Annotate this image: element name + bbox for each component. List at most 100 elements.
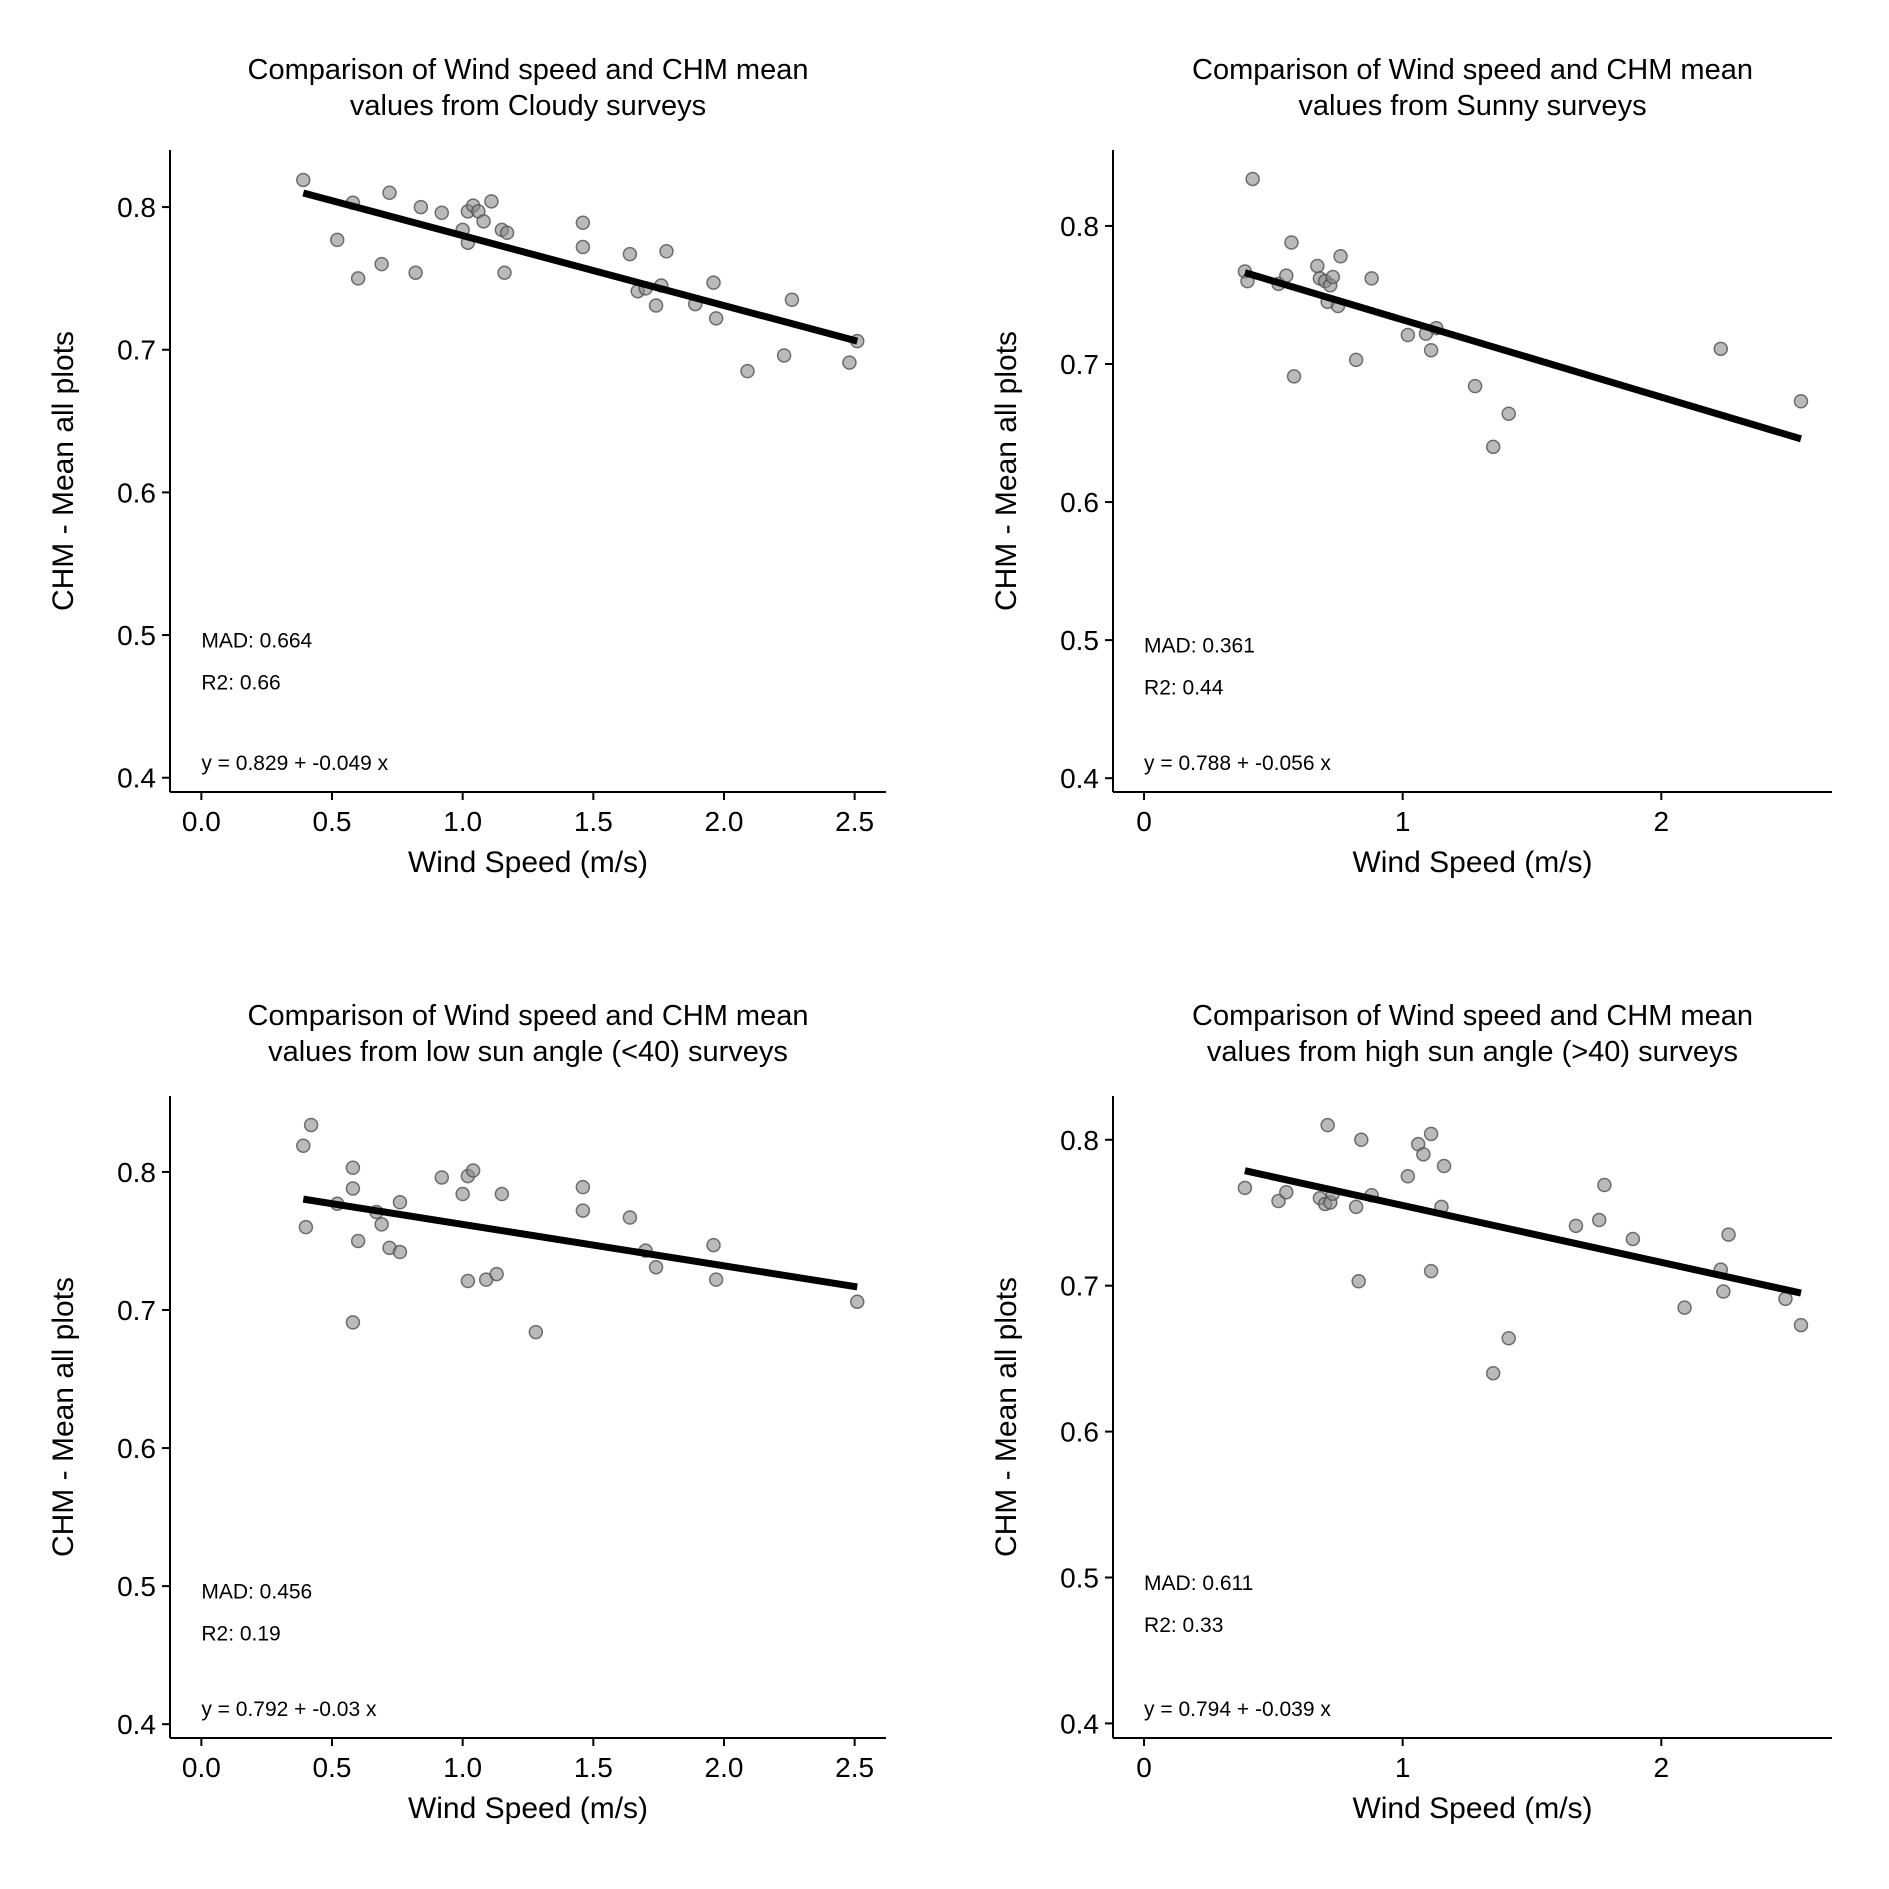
- data-point: [329, 232, 345, 248]
- panel-high-sun: Comparison of Wind speed and CHM mean val…: [990, 1000, 1832, 1825]
- equation-annotation: y = 0.788 + -0.056 x: [1144, 752, 1331, 775]
- data-point: [1279, 1185, 1294, 1200]
- y-tick-label: 0.6: [117, 1433, 156, 1464]
- data-point: [1237, 1180, 1253, 1196]
- y-tick-label: 0.5: [1060, 1563, 1099, 1594]
- data-point: [776, 348, 792, 363]
- x-axis-title: Wind Speed (m/s): [408, 1792, 648, 1825]
- y-tick-label: 0.7: [1060, 1271, 1099, 1302]
- data-point: [392, 1195, 408, 1210]
- data-point: [296, 1138, 311, 1153]
- data-point: [345, 1315, 361, 1330]
- data-point: [374, 256, 389, 272]
- data-point: [1416, 1147, 1431, 1162]
- data-point: [374, 1217, 389, 1232]
- x-axis-title: Wind Speed (m/s): [408, 846, 648, 879]
- x-tick-label: 1.5: [574, 806, 613, 837]
- y-tick-label: 0.8: [1060, 211, 1099, 242]
- data-point: [659, 244, 674, 259]
- x-tick-label: 1: [1395, 806, 1411, 837]
- y-tick-label: 0.5: [1060, 625, 1099, 656]
- x-axis-title: Wind Speed (m/s): [1352, 846, 1592, 879]
- r2-annotation: R2: 0.19: [201, 1622, 280, 1645]
- x-tick-label: 0.0: [182, 1752, 221, 1783]
- y-tick-label: 0.8: [117, 1157, 156, 1188]
- data-point: [1677, 1300, 1692, 1315]
- data-point: [382, 185, 397, 201]
- x-tick-label: 1.5: [574, 1752, 613, 1783]
- r2-annotation: R2: 0.66: [201, 671, 280, 694]
- data-point: [1625, 1231, 1641, 1247]
- data-point: [1364, 271, 1379, 286]
- y-axis-title: CHM - Mean all plots: [47, 331, 80, 611]
- data-point: [494, 1186, 510, 1202]
- y-tick-label: 0.4: [117, 1709, 156, 1740]
- mad-annotation: MAD: 0.456: [201, 1580, 312, 1603]
- data-point: [1320, 1117, 1335, 1133]
- data-point: [708, 311, 724, 326]
- y-tick-label: 0.7: [1060, 349, 1099, 380]
- r2-annotation: R2: 0.33: [1144, 1614, 1223, 1637]
- data-point: [350, 271, 366, 286]
- y-tick-label: 0.4: [1060, 763, 1099, 794]
- data-point: [1568, 1218, 1584, 1234]
- data-point: [434, 1170, 450, 1185]
- data-point: [1597, 1177, 1612, 1193]
- y-tick-label: 0.5: [117, 620, 156, 651]
- data-point: [1467, 378, 1483, 394]
- data-point: [1716, 1284, 1731, 1299]
- data-point: [465, 1163, 481, 1178]
- chart-title: Comparison of Wind speed and CHM mean val…: [1192, 1000, 1753, 1068]
- chart-title: Comparison of Wind speed and CHM mean val…: [248, 54, 809, 122]
- data-point: [706, 275, 721, 290]
- data-point: [1423, 1263, 1439, 1279]
- y-axis-title: CHM - Mean all plots: [990, 331, 1023, 611]
- x-tick-label: 0.0: [182, 806, 221, 837]
- x-tick-label: 1: [1395, 1752, 1411, 1783]
- data-point: [296, 172, 311, 188]
- data-point: [1351, 1274, 1366, 1289]
- data-point: [1423, 342, 1439, 358]
- chart-title: Comparison of Wind speed and CHM mean val…: [248, 1000, 809, 1068]
- x-tick-label: 2: [1654, 806, 1670, 837]
- data-point: [1310, 258, 1325, 274]
- data-point: [1485, 439, 1501, 455]
- x-tick-label: 0: [1136, 806, 1152, 837]
- data-point: [1400, 1169, 1416, 1184]
- y-tick-label: 0.8: [117, 192, 156, 223]
- data-point: [1245, 171, 1260, 187]
- data-point: [1400, 327, 1416, 343]
- data-point: [575, 239, 591, 255]
- x-tick-label: 2.5: [835, 806, 874, 837]
- mad-annotation: MAD: 0.361: [1144, 634, 1255, 657]
- y-tick-label: 0.6: [117, 477, 156, 508]
- data-point: [842, 355, 857, 370]
- data-point: [1501, 1330, 1516, 1346]
- data-point: [303, 1117, 319, 1133]
- panel-cloudy: Comparison of Wind speed and CHM mean val…: [47, 54, 886, 879]
- y-tick-label: 0.6: [1060, 487, 1099, 518]
- y-tick-label: 0.6: [1060, 1417, 1099, 1448]
- data-point: [1793, 394, 1809, 409]
- panel-low-sun: Comparison of Wind speed and CHM mean val…: [47, 1000, 886, 1825]
- data-point: [392, 1244, 408, 1260]
- data-point: [1436, 1158, 1452, 1174]
- data-point: [1721, 1227, 1736, 1242]
- data-point: [1333, 249, 1348, 264]
- data-point: [575, 215, 591, 231]
- x-tick-label: 2.0: [705, 806, 744, 837]
- data-point: [298, 1219, 314, 1235]
- data-point: [460, 1273, 476, 1289]
- x-axis-title: Wind Speed (m/s): [1352, 1792, 1592, 1825]
- data-point: [1325, 269, 1341, 285]
- data-point: [622, 1210, 638, 1225]
- data-point: [708, 1272, 724, 1287]
- chart-title: Comparison of Wind speed and CHM mean val…: [1192, 54, 1753, 122]
- y-tick-label: 0.7: [117, 335, 156, 366]
- x-tick-label: 1.0: [443, 1752, 482, 1783]
- data-point: [648, 1259, 664, 1275]
- data-point: [434, 205, 450, 221]
- data-point: [413, 199, 429, 215]
- data-point: [489, 1266, 504, 1282]
